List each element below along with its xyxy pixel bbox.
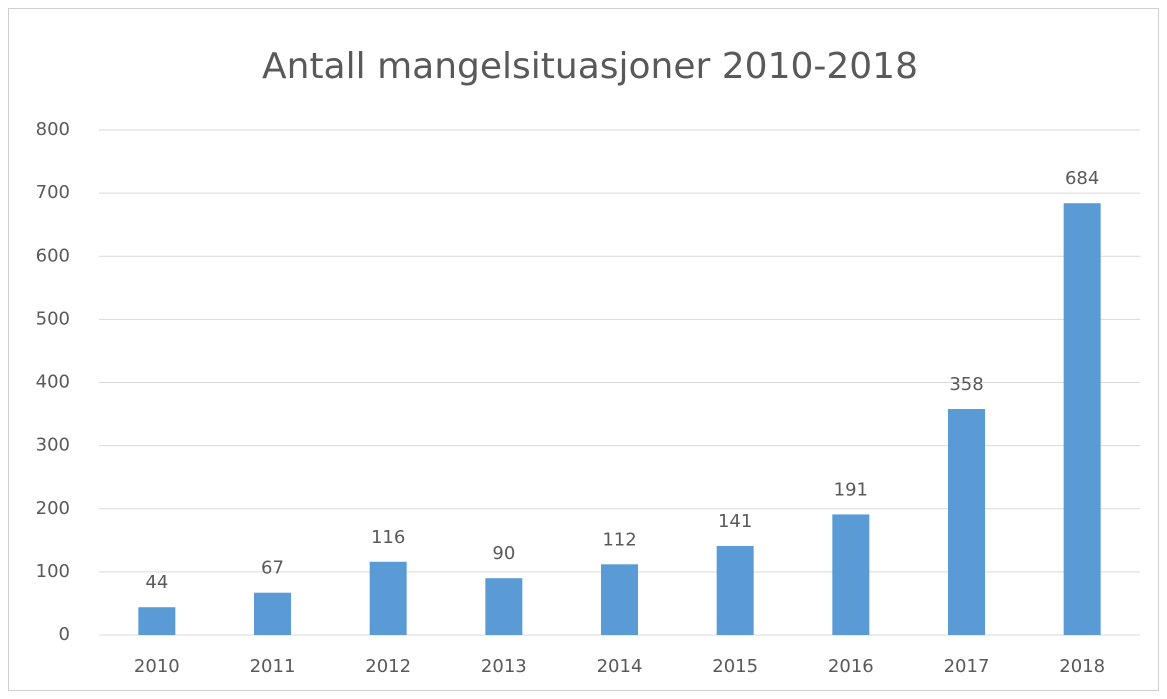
bar	[1063, 203, 1101, 635]
x-tick-label: 2011	[250, 656, 296, 677]
bar	[485, 578, 523, 635]
data-label: 67	[261, 558, 284, 579]
x-tick-label: 2010	[134, 656, 180, 677]
y-tick-label: 800	[36, 119, 70, 140]
data-label: 90	[492, 543, 515, 564]
y-tick-label: 500	[36, 308, 70, 329]
y-tick-label: 100	[36, 561, 70, 582]
bar	[138, 607, 176, 635]
y-tick-label: 200	[36, 498, 70, 519]
data-label: 44	[145, 572, 168, 593]
y-tick-label: 700	[36, 182, 70, 203]
x-tick-label: 2018	[1059, 656, 1105, 677]
data-label: 684	[1065, 168, 1099, 189]
chart-title: Antall mangelsituasjoner 2010-2018	[262, 46, 918, 87]
x-tick-label: 2012	[365, 656, 411, 677]
bar	[600, 564, 639, 635]
x-tick-label: 2015	[712, 656, 758, 677]
y-tick-label: 600	[36, 245, 70, 266]
data-label: 358	[949, 374, 983, 395]
chart-border	[8, 8, 1159, 691]
bar	[369, 561, 407, 635]
data-label: 141	[718, 511, 752, 532]
bar	[832, 514, 870, 635]
y-tick-label: 0	[59, 624, 70, 645]
bar	[947, 409, 986, 635]
x-tick-label: 2016	[828, 656, 874, 677]
data-label: 191	[834, 479, 868, 500]
x-tick-label: 2014	[597, 656, 643, 677]
bar	[716, 545, 754, 635]
y-tick-label: 400	[36, 372, 70, 393]
y-tick-label: 300	[36, 435, 70, 456]
data-label: 112	[602, 529, 636, 550]
x-tick-label: 2013	[481, 656, 527, 677]
x-tick-label: 2017	[944, 656, 990, 677]
data-label: 116	[371, 527, 405, 548]
bar	[253, 592, 292, 635]
